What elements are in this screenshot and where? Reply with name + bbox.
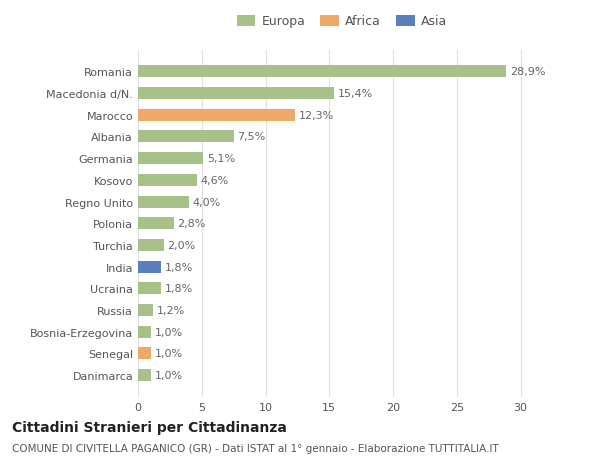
Bar: [138, 218, 174, 230]
Text: 1,0%: 1,0%: [155, 349, 182, 358]
Legend: Europa, Africa, Asia: Europa, Africa, Asia: [233, 11, 451, 32]
Text: 15,4%: 15,4%: [338, 89, 373, 99]
Bar: [138, 110, 295, 122]
Bar: [138, 283, 161, 295]
Text: 12,3%: 12,3%: [299, 111, 334, 121]
Text: COMUNE DI CIVITELLA PAGANICO (GR) - Dati ISTAT al 1° gennaio - Elaborazione TUTT: COMUNE DI CIVITELLA PAGANICO (GR) - Dati…: [12, 443, 499, 453]
Text: 2,0%: 2,0%: [167, 241, 196, 251]
Text: 1,2%: 1,2%: [157, 305, 185, 315]
Bar: [138, 131, 233, 143]
Bar: [138, 66, 506, 78]
Text: 2,8%: 2,8%: [178, 219, 206, 229]
Bar: [138, 153, 203, 165]
Bar: [138, 240, 163, 252]
Text: 5,1%: 5,1%: [207, 154, 235, 164]
Bar: [138, 88, 334, 100]
Text: 4,6%: 4,6%: [200, 175, 229, 185]
Bar: [138, 369, 151, 381]
Bar: [138, 326, 151, 338]
Bar: [138, 196, 189, 208]
Text: 1,0%: 1,0%: [155, 327, 182, 337]
Bar: [138, 348, 151, 360]
Text: 1,8%: 1,8%: [165, 284, 193, 294]
Text: 1,8%: 1,8%: [165, 262, 193, 272]
Text: 1,0%: 1,0%: [155, 370, 182, 381]
Text: 28,9%: 28,9%: [510, 67, 546, 77]
Bar: [138, 304, 154, 316]
Text: Cittadini Stranieri per Cittadinanza: Cittadini Stranieri per Cittadinanza: [12, 420, 287, 434]
Text: 7,5%: 7,5%: [238, 132, 266, 142]
Text: 4,0%: 4,0%: [193, 197, 221, 207]
Bar: [138, 261, 161, 273]
Bar: [138, 174, 197, 186]
